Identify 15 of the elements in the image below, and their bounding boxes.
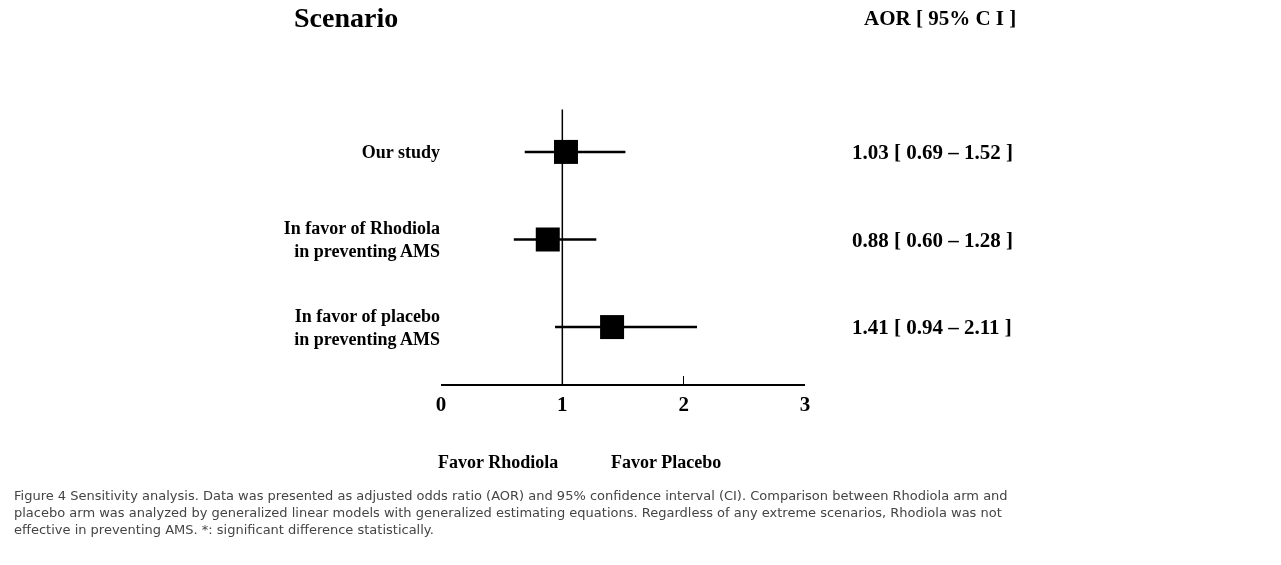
x-tick-label: 1 (557, 391, 568, 416)
data-label: 1.03 [ 0.69 – 1.52 ] (852, 140, 1013, 164)
y-tick-label: Our study (361, 142, 440, 163)
y-tick-label: In favor of placebo in preventing AMS (294, 305, 440, 350)
data-label: 0.88 [ 0.60 – 1.28 ] (852, 228, 1013, 252)
y-tick-label: In favor of Rhodiola in preventing AMS (283, 218, 440, 262)
caption: Figure 4 Sensitivity analysis. Data was presented as adjusted odds ratio (AOR) and 95% confidence interval (CI). Comparison between Rhodiola arm and placebo arm was analyzed by generalized linear models with generalized estimating equations. Regardless of any extreme scenarios, Rhodiola was not effective in preventing AMS. *: significant difference statistically. (14, 488, 1008, 537)
x-tick-label: 0 (435, 391, 447, 416)
x-tick-label: 3 (799, 391, 811, 416)
x-tick-label: 2 (678, 391, 689, 416)
text: Favor Placebo (611, 452, 722, 472)
text: Favor Rhodiola (438, 452, 559, 472)
text: AOR [ 95% C I ] (864, 6, 1017, 30)
text: Scenario (294, 2, 399, 33)
data-label: 1.41 [ 0.94 – 2.11 ] (852, 315, 1012, 339)
